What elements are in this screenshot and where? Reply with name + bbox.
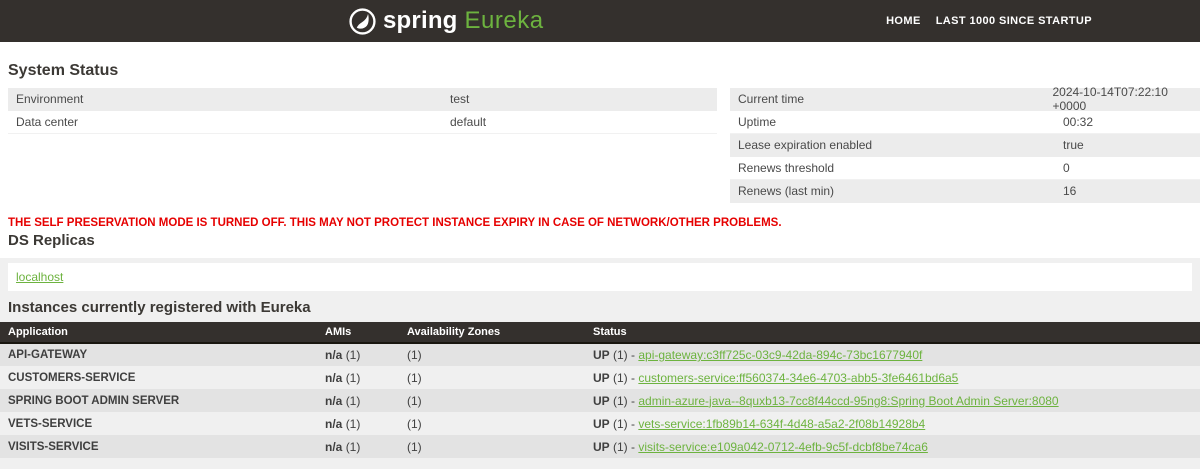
table-row: CUSTOMERS-SERVICE n/a (1) (1) UP (1) - c… — [0, 366, 1200, 389]
zones-cell: (1) — [399, 389, 585, 412]
table-row: SPRING BOOT ADMIN SERVER n/a (1) (1) UP … — [0, 389, 1200, 412]
column-header-status: Status — [585, 322, 1200, 344]
spring-logo-icon — [349, 7, 376, 35]
row-value: 00:32 — [1063, 115, 1094, 129]
table-row: API-GATEWAY n/a (1) (1) UP (1) - api-gat… — [0, 343, 1200, 366]
nav-link-home[interactable]: HOME — [886, 15, 921, 27]
table-row: VISITS-SERVICE n/a (1) (1) UP (1) - visi… — [0, 435, 1200, 458]
navbar-links: HOME LAST 1000 SINCE STARTUP — [886, 0, 1092, 42]
replica-link-localhost[interactable]: localhost — [16, 270, 64, 284]
self-preservation-warning: THE SELF PRESERVATION MODE IS TURNED OFF… — [8, 217, 782, 229]
system-status-section: System Status Environment test Data cent… — [0, 42, 1200, 258]
system-status-title: System Status — [8, 62, 119, 79]
row-label: Uptime — [738, 115, 777, 129]
row-label: Renews (last min) — [738, 184, 835, 198]
table-row: Uptime 00:32 — [730, 111, 1200, 134]
nav-link-last-1000[interactable]: LAST 1000 SINCE STARTUP — [935, 15, 1092, 27]
status-cell: UP (1) - vets-service:1fb89b14-634f-4d48… — [585, 412, 1200, 435]
amis-cell: n/a (1) — [317, 343, 399, 366]
row-label: Data center — [16, 115, 79, 129]
brand-eureka-text: Eureka — [464, 7, 544, 34]
row-label: Lease expiration enabled — [738, 138, 873, 152]
ds-replicas-panel: localhost — [8, 263, 1192, 291]
table-row: Environment test — [8, 88, 717, 111]
table-row: VETS-SERVICE n/a (1) (1) UP (1) - vets-s… — [0, 412, 1200, 435]
instance-link[interactable]: customers-service:ff560374-34e6-4703-abb… — [638, 370, 959, 385]
table-row: Data center default — [8, 111, 717, 134]
application-name: VETS-SERVICE — [0, 412, 317, 435]
column-header-amis: AMIs — [317, 322, 399, 344]
amis-cell: n/a (1) — [317, 412, 399, 435]
row-value: 0 — [1063, 161, 1070, 175]
row-label: Environment — [16, 92, 84, 106]
zones-cell: (1) — [399, 343, 585, 366]
amis-cell: n/a (1) — [317, 389, 399, 412]
amis-cell: n/a (1) — [317, 435, 399, 458]
table-row: Renews (last min) 16 — [730, 180, 1200, 203]
table-row: Current time 2024-10-14T07:22:10 +0000 — [730, 85, 1200, 113]
table-row: Lease expiration enabled true — [730, 134, 1200, 157]
brand: spring Eureka — [349, 0, 544, 42]
brand-spring-text: spring — [383, 7, 458, 34]
instances-section: localhost Instances currently registered… — [0, 258, 1200, 469]
instance-link[interactable]: admin-azure-java--8quxb13-7cc8f44ccd-95n… — [638, 393, 1059, 408]
table-row: Renews threshold 0 — [730, 157, 1200, 180]
application-name: SPRING BOOT ADMIN SERVER — [0, 389, 317, 412]
application-name: API-GATEWAY — [0, 343, 317, 366]
instances-title: Instances currently registered with Eure… — [8, 299, 311, 316]
instance-link[interactable]: api-gateway:c3ff725c-03c9-42da-894c-73bc… — [638, 348, 923, 362]
column-header-availability-zones: Availability Zones — [399, 322, 585, 344]
amis-cell: n/a (1) — [317, 366, 399, 389]
row-label: Renews threshold — [738, 161, 835, 175]
row-value: default — [450, 115, 487, 129]
zones-cell: (1) — [399, 435, 585, 458]
column-header-application: Application — [0, 322, 317, 344]
instance-link[interactable]: vets-service:1fb89b14-634f-4d48-a5a2-2f0… — [638, 416, 926, 431]
row-value: test — [450, 92, 470, 106]
environment-table: Environment test Data center default — [8, 88, 717, 134]
row-value: 2024-10-14T07:22:10 +0000 — [1052, 85, 1168, 113]
row-value: true — [1063, 138, 1084, 152]
zones-cell: (1) — [399, 366, 585, 389]
status-cell: UP (1) - admin-azure-java--8quxb13-7cc8f… — [585, 389, 1200, 412]
ds-replicas-title: DS Replicas — [8, 232, 95, 249]
instance-link[interactable]: visits-service:e109a042-0712-4efb-9c5f-d… — [638, 439, 928, 454]
instances-table: Application AMIs Availability Zones Stat… — [0, 322, 1200, 458]
zones-cell: (1) — [399, 412, 585, 435]
application-name: CUSTOMERS-SERVICE — [0, 366, 317, 389]
row-value: 16 — [1063, 184, 1077, 198]
status-cell: UP (1) - visits-service:e109a042-0712-4e… — [585, 435, 1200, 458]
status-cell: UP (1) - customers-service:ff560374-34e6… — [585, 366, 1200, 389]
runtime-table: Current time 2024-10-14T07:22:10 +0000 U… — [730, 85, 1200, 203]
top-navbar: spring Eureka HOME LAST 1000 SINCE START… — [0, 0, 1200, 42]
application-name: VISITS-SERVICE — [0, 435, 317, 458]
status-cell: UP (1) - api-gateway:c3ff725c-03c9-42da-… — [585, 343, 1200, 366]
instances-header-row: Application AMIs Availability Zones Stat… — [0, 322, 1200, 344]
row-label: Current time — [738, 92, 805, 106]
